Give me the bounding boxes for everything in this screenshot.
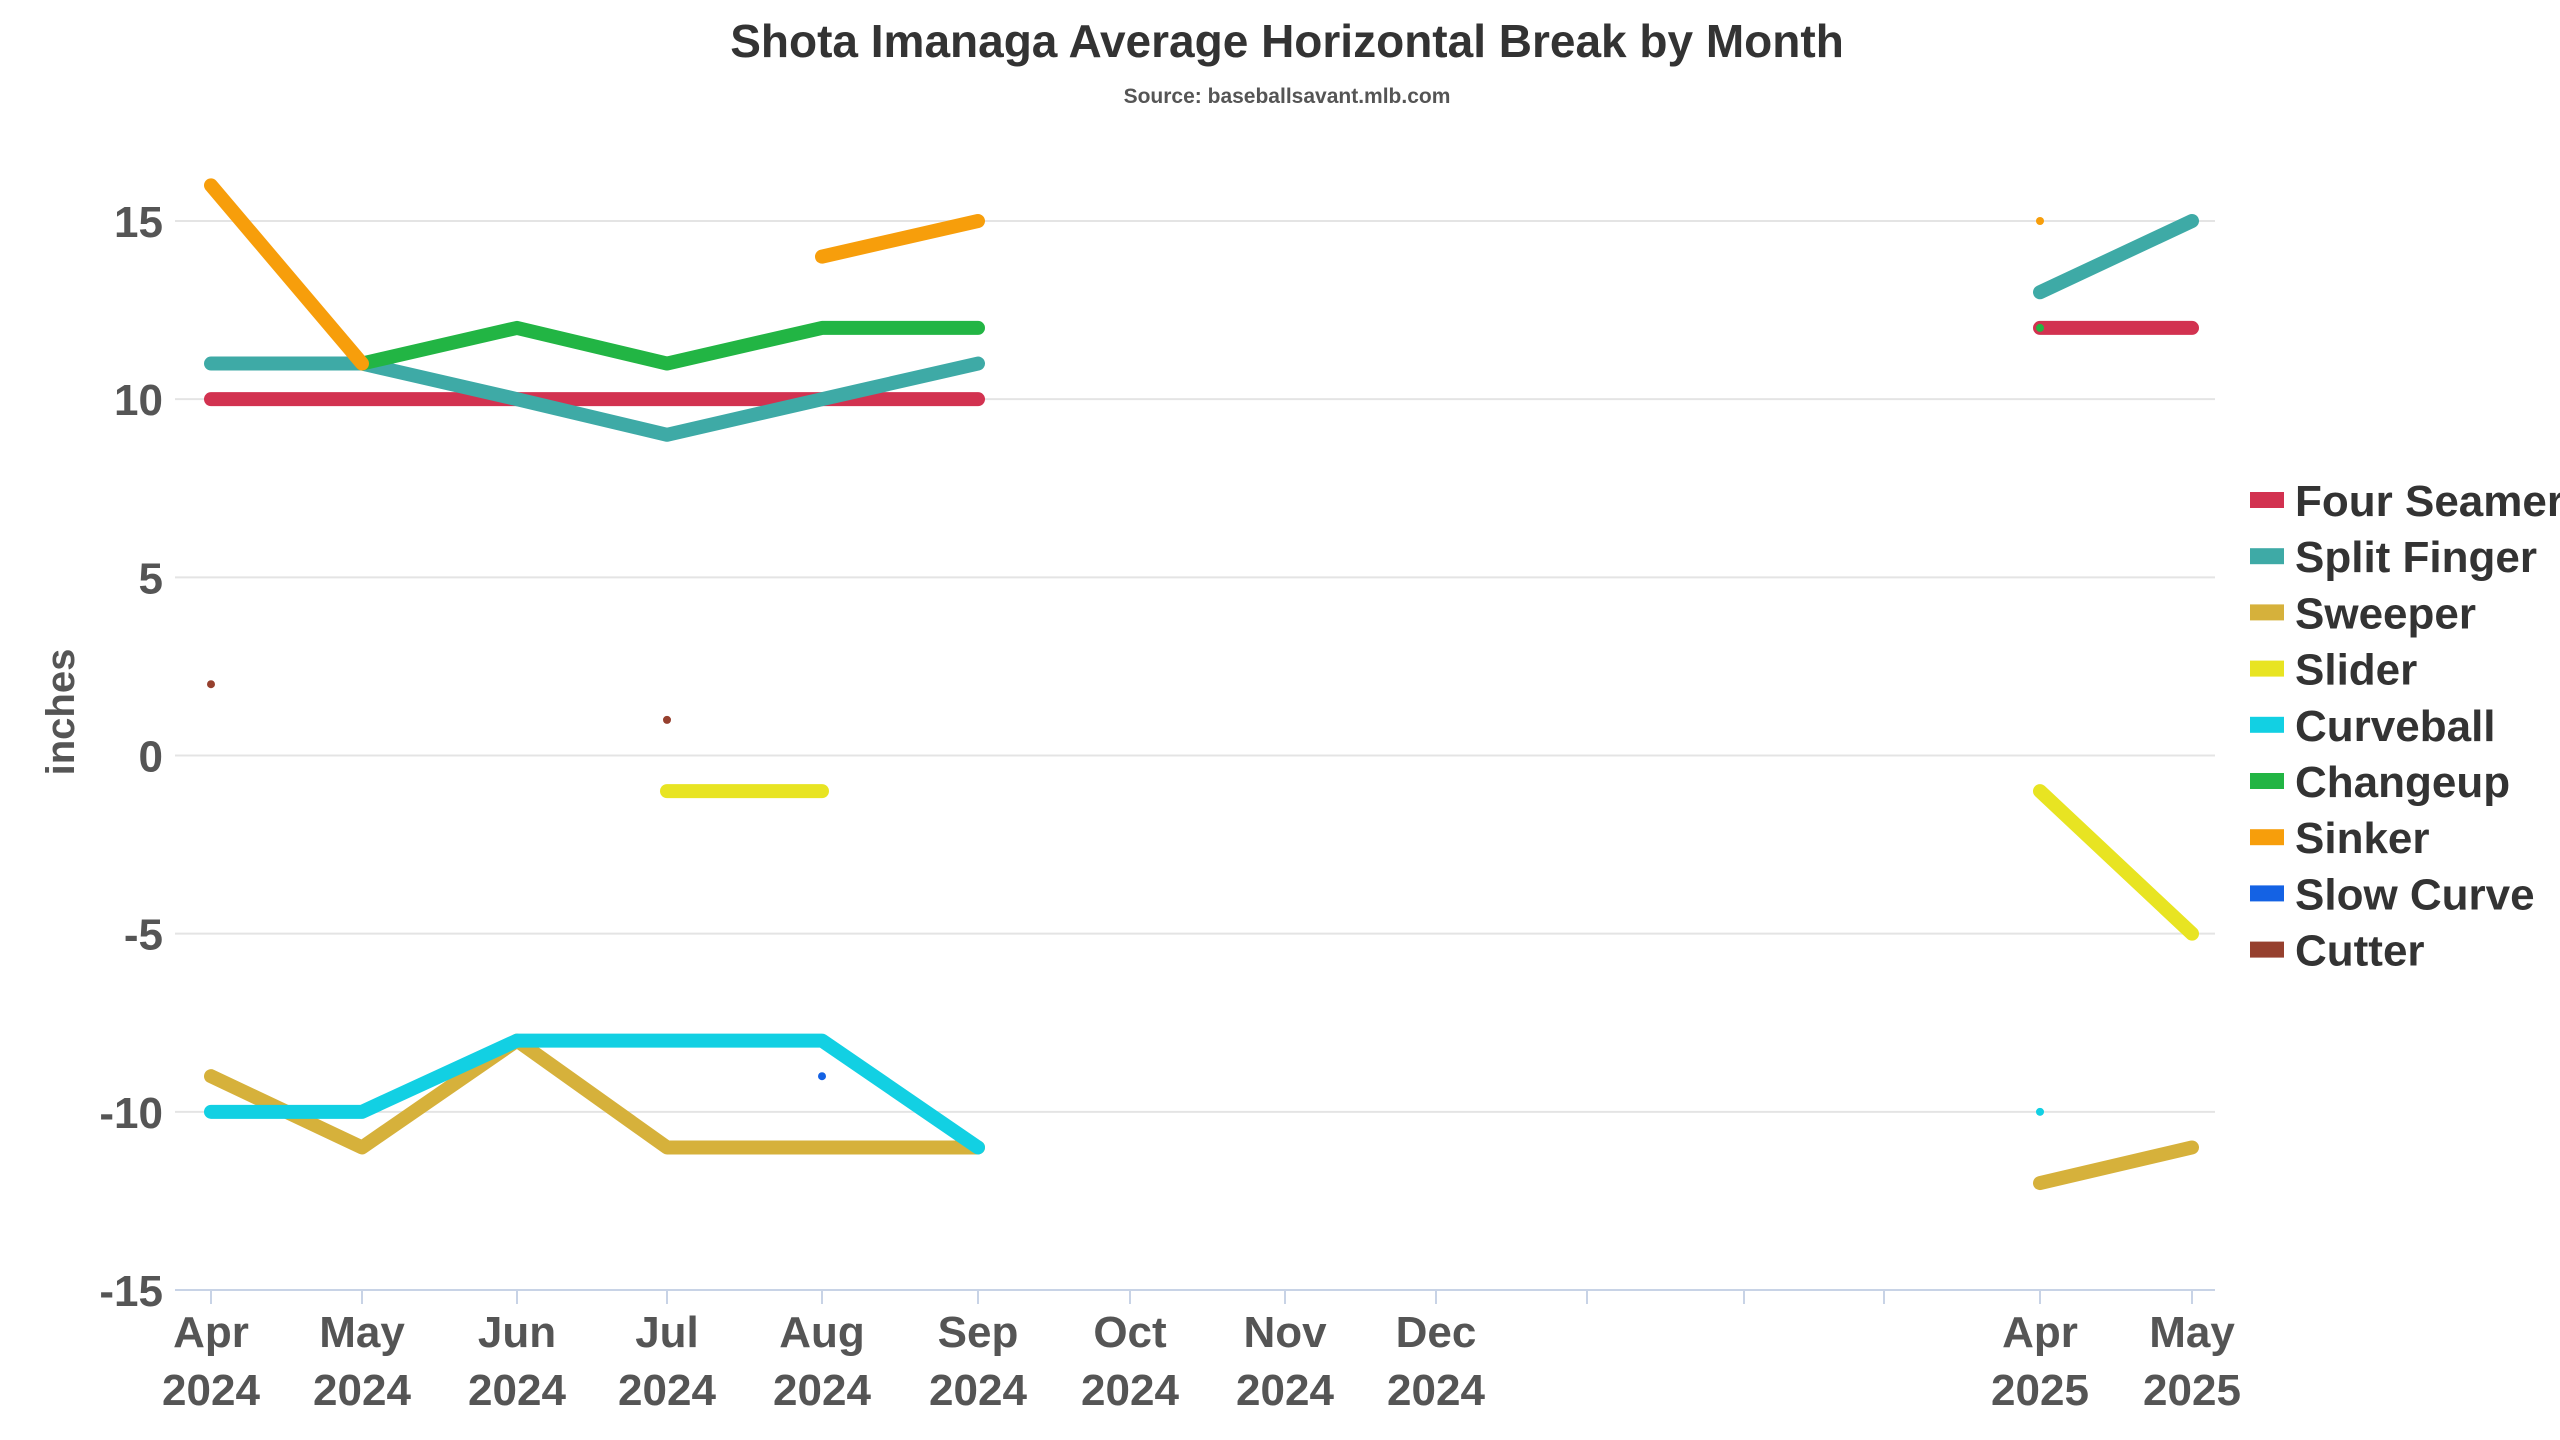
series-line-slider [2033, 784, 2199, 941]
x-tick-label: Jul [635, 1308, 699, 1357]
data-point-cutter [207, 680, 215, 689]
legend-swatch [2250, 492, 2284, 508]
x-tick-year-label: 2025 [1991, 1366, 2089, 1415]
x-tick-year-label: 2024 [773, 1366, 871, 1415]
legend-swatch [2250, 660, 2284, 677]
x-tick-year-label: 2024 [929, 1366, 1027, 1415]
series-slow-curve [818, 1072, 826, 1081]
x-tick-label: Dec [1396, 1308, 1477, 1357]
legend-label: Four Seamer [2295, 477, 2560, 526]
series-line-changeup [355, 320, 985, 371]
data-point-curveball [2036, 1107, 2044, 1116]
y-tick-label: 15 [114, 198, 163, 247]
x-tick-label: Sep [938, 1308, 1019, 1357]
y-tick-label: -5 [124, 911, 163, 960]
series-sinker [204, 178, 2044, 371]
y-axis-title: inches [39, 649, 83, 776]
series-slider [660, 784, 2199, 941]
legend-label: Curveball [2295, 702, 2496, 751]
legend-swatch [2250, 548, 2284, 565]
legend-item-four-seamer[interactable]: Four Seamer [2250, 477, 2560, 526]
series-changeup [355, 320, 2044, 371]
series-line-sweeper [2033, 1140, 2199, 1191]
legend-label: Sinker [2295, 814, 2430, 863]
x-tick-year-label: 2024 [1387, 1366, 1485, 1415]
series-line-sweeper [204, 1033, 985, 1155]
legend-item-cutter[interactable]: Cutter [2250, 927, 2425, 976]
series-lines [204, 178, 2199, 1191]
series-line-curveball [204, 1033, 985, 1155]
x-axis: 151050-5-10-15Apr2024May2024Jun2024Jul20… [99, 198, 2241, 1415]
chart-subtitle: Source: baseballsavant.mlb.com [1124, 85, 1451, 108]
x-tick-year-label: 2024 [1081, 1366, 1179, 1415]
y-tick-label: 0 [139, 733, 163, 782]
x-tick-label: Oct [1093, 1308, 1167, 1357]
x-tick-label: May [319, 1308, 405, 1357]
data-point-cutter [663, 715, 671, 724]
x-tick-label: Apr [173, 1308, 249, 1357]
x-tick-year-label: 2024 [1236, 1366, 1334, 1415]
data-point-changeup [2036, 323, 2044, 332]
series-cutter [207, 680, 671, 724]
legend-item-changeup[interactable]: Changeup [2250, 758, 2510, 807]
legend-item-slider[interactable]: Slider [2250, 646, 2417, 695]
legend-item-split-finger[interactable]: Split Finger [2250, 533, 2537, 582]
data-point-sinker [2036, 217, 2044, 225]
series-split-finger [204, 214, 2199, 442]
legend-item-slow-curve[interactable]: Slow Curve [2250, 870, 2535, 919]
legend-swatch [2250, 941, 2284, 958]
legend-swatch [2250, 604, 2284, 621]
series-curveball [204, 1033, 2044, 1155]
x-tick-label: Nov [1243, 1308, 1327, 1357]
x-tick-label: May [2149, 1308, 2235, 1357]
x-tick-year-label: 2025 [2143, 1366, 2241, 1415]
x-tick-label: Aug [779, 1308, 865, 1357]
legend-swatch [2250, 716, 2284, 733]
legend-label: Sweeper [2295, 589, 2476, 638]
y-tick-label: 10 [114, 376, 163, 425]
chart-title: Shota Imanaga Average Horizontal Break b… [730, 15, 1844, 67]
legend-label: Split Finger [2295, 533, 2537, 582]
series-line-split-finger [2033, 214, 2199, 300]
legend-item-sinker[interactable]: Sinker [2250, 814, 2430, 863]
series-sweeper [204, 1033, 2199, 1191]
gridlines [175, 220, 2215, 1113]
y-tick-label: -10 [99, 1089, 163, 1138]
x-tick-year-label: 2024 [162, 1366, 260, 1415]
x-tick-label: Jun [478, 1308, 556, 1357]
y-tick-label: -15 [99, 1267, 163, 1316]
y-tick-label: 5 [139, 554, 163, 603]
x-tick-year-label: 2024 [468, 1366, 566, 1415]
x-tick-year-label: 2024 [618, 1366, 716, 1415]
legend-label: Changeup [2295, 758, 2510, 807]
legend-swatch [2250, 885, 2284, 902]
legend-swatch [2250, 773, 2284, 789]
series-line-split-finger [204, 356, 985, 442]
data-point-slow-curve [818, 1072, 826, 1081]
legend[interactable]: Four Seamer Split Finger Sweeper Slider Curv… [2250, 477, 2560, 976]
legend-label: Slider [2295, 646, 2417, 695]
legend-label: Cutter [2295, 927, 2425, 976]
x-tick-year-label: 2024 [313, 1366, 411, 1415]
legend-label: Slow Curve [2295, 870, 2535, 919]
series-four-seamer [204, 320, 2199, 407]
x-tick-label: Apr [2002, 1308, 2078, 1357]
series-line-sinker [815, 214, 985, 264]
legend-swatch [2250, 829, 2284, 846]
legend-item-sweeper[interactable]: Sweeper [2250, 589, 2476, 638]
series-line-sinker [204, 178, 369, 371]
legend-item-curveball[interactable]: Curveball [2250, 702, 2496, 751]
